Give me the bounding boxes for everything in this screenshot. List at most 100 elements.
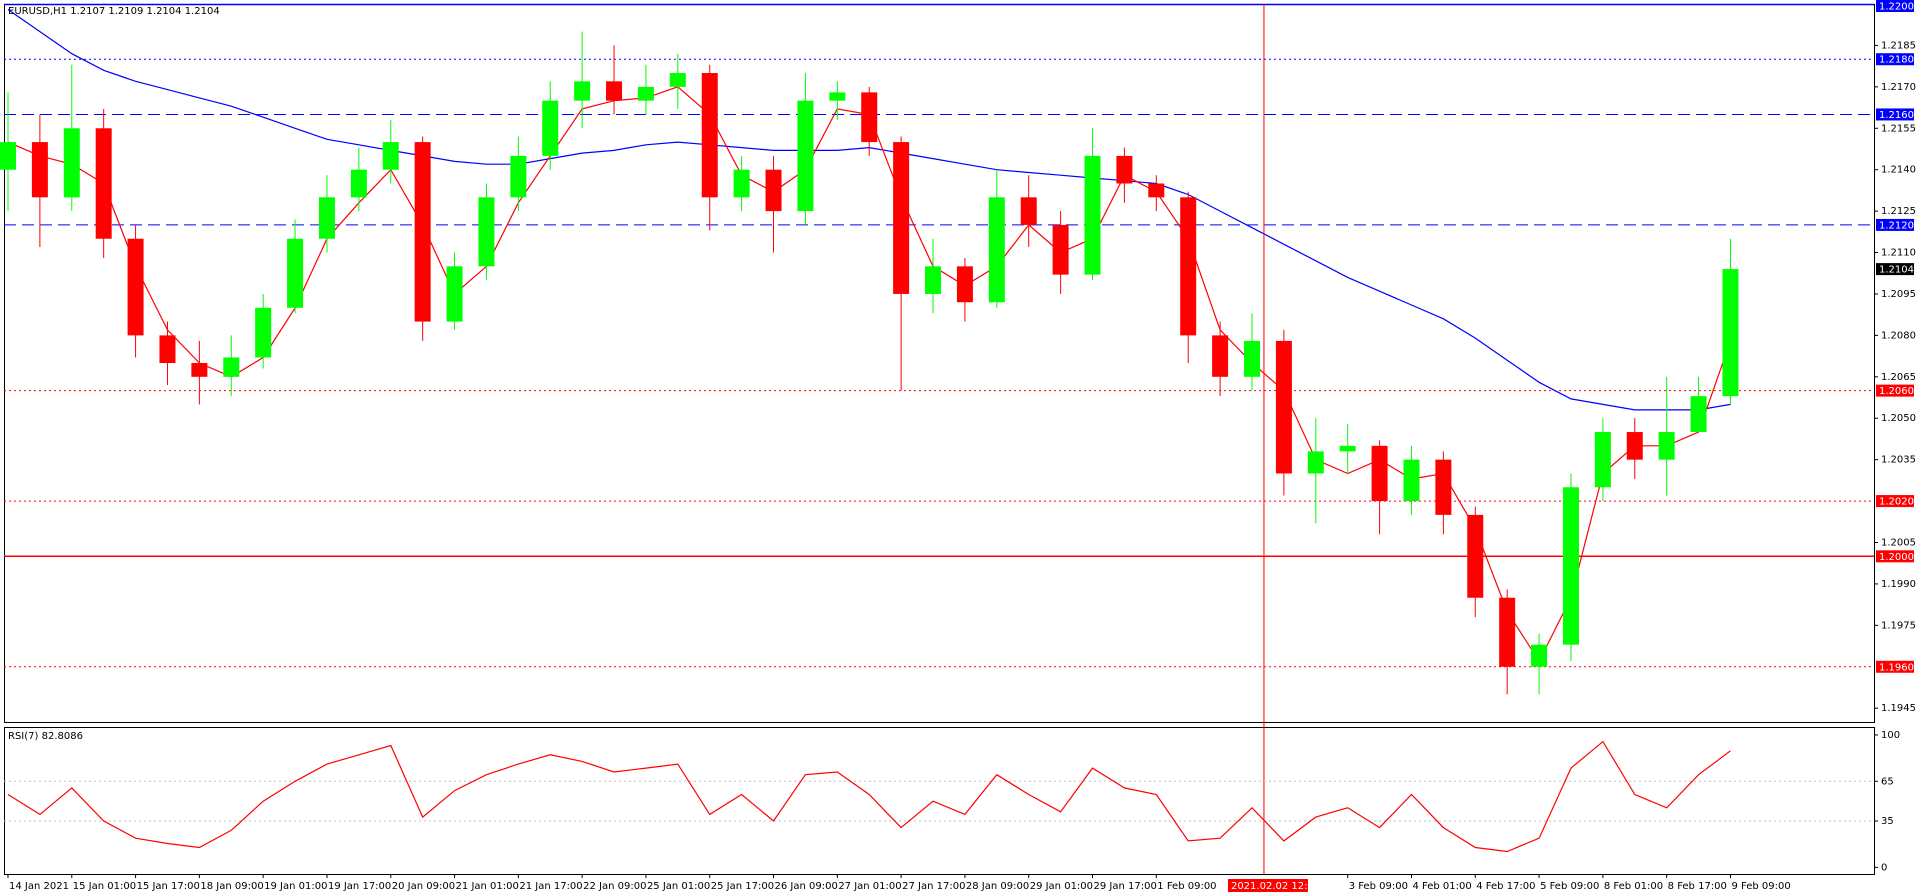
candle-body (1180, 197, 1197, 336)
candle-body (287, 238, 304, 308)
x-tick-label: 3 Feb 09:00 (1349, 881, 1408, 892)
x-tick-label: 18 Jan 09:00 (200, 881, 263, 892)
level-label: 1.2160 (1879, 110, 1914, 121)
x-tick-label: 29 Jan 17:00 (1094, 881, 1157, 892)
x-tick-label: 21 Jan 17:00 (519, 881, 582, 892)
y-tick-label: 1.2185 (1881, 40, 1916, 51)
candle-body (542, 100, 559, 156)
y-tick-label: 1.2170 (1881, 82, 1916, 93)
candle-body (255, 307, 272, 358)
x-tick-label: 25 Jan 17:00 (711, 881, 774, 892)
crosshair-label: 2021.02.02 12:00 (1231, 881, 1320, 892)
y-tick-label: 1.2155 (1881, 123, 1916, 134)
candle-body (350, 169, 367, 198)
candle-body (446, 266, 463, 322)
candle-body (1594, 432, 1611, 488)
level-label-box (1876, 108, 1914, 121)
candle-body (510, 155, 527, 198)
candle-body (1371, 445, 1388, 502)
candle-body (988, 197, 1005, 303)
candle-body (414, 142, 431, 322)
candle-body (31, 142, 48, 198)
candle-body (318, 197, 335, 239)
x-tick-label: 14 Jan 2021 (9, 881, 69, 892)
candle-body (1658, 432, 1675, 460)
candle-body (606, 81, 623, 101)
candle-body (478, 197, 495, 267)
candle-body (1307, 451, 1324, 474)
y-tick-label: 1.2005 (1881, 538, 1916, 549)
y-tick-label: 35 (1881, 816, 1894, 827)
candle-body (1243, 340, 1260, 377)
candle-body (669, 73, 686, 87)
level-label-box (1876, 550, 1914, 563)
candle-body (127, 238, 144, 336)
level-label: 1.2000 (1879, 552, 1914, 563)
level-label-box (1876, 0, 1914, 12)
level-label: 1.2020 (1879, 497, 1914, 508)
y-tick-label: 65 (1881, 776, 1894, 787)
candle-body (95, 128, 112, 239)
candle-body (159, 335, 176, 363)
level-label-box (1876, 495, 1914, 508)
x-tick-label: 22 Jan 09:00 (583, 881, 646, 892)
y-tick-label: 1.2140 (1881, 165, 1916, 176)
level-label-box (1876, 384, 1914, 397)
candle-body (797, 100, 814, 212)
level-label: 1.2200 (1879, 2, 1914, 13)
x-tick-label: 19 Jan 17:00 (328, 881, 391, 892)
candle-body (1531, 644, 1548, 667)
x-tick-label: 8 Feb 01:00 (1604, 881, 1663, 892)
y-tick-label: 0 (1881, 862, 1887, 873)
x-tick-label: 27 Jan 17:00 (902, 881, 965, 892)
candle-body (1562, 487, 1579, 645)
y-tick-label: 1.2125 (1881, 206, 1916, 217)
candle-body (223, 357, 240, 377)
x-tick-label: 19 Jan 01:00 (264, 881, 327, 892)
candle-body (1212, 335, 1229, 377)
x-tick-label: 4 Feb 01:00 (1412, 881, 1471, 892)
candle-body (0, 142, 16, 170)
candle-body (1084, 155, 1101, 275)
candle-body (1052, 224, 1069, 275)
current-price-label: 1.2104 (1879, 265, 1914, 276)
x-tick-label: 15 Jan 01:00 (73, 881, 136, 892)
y-tick-label: 1.2080 (1881, 330, 1916, 341)
rsi-line (7, 740, 1731, 853)
level-label: 1.1960 (1879, 662, 1914, 673)
rsi-title: RSI(7) 82.8086 (8, 731, 83, 742)
candle-body (1467, 514, 1484, 598)
candle-body (382, 142, 399, 170)
candle-body (1626, 432, 1643, 460)
candle-body (829, 92, 846, 101)
candle-body (1690, 396, 1707, 433)
x-tick-label: 28 Jan 09:00 (966, 881, 1029, 892)
x-tick-label: 26 Jan 09:00 (775, 881, 838, 892)
current-price-box (1876, 263, 1914, 276)
y-tick-label: 1.1975 (1881, 620, 1916, 631)
y-tick-label: 1.2035 (1881, 455, 1916, 466)
y-tick-label: 1.1945 (1881, 703, 1916, 714)
candle-body (893, 142, 910, 294)
candle-body (765, 169, 782, 212)
candle-body (63, 128, 80, 198)
candle-body (701, 73, 718, 198)
level-label-box (1876, 218, 1914, 231)
candle-body (1339, 445, 1356, 452)
y-tick-label: 100 (1881, 730, 1900, 741)
y-tick-label: 1.2095 (1881, 289, 1916, 300)
level-label: 1.2180 (1879, 55, 1914, 66)
candle-body (956, 266, 973, 303)
candle-body (191, 363, 208, 377)
candle-body (1722, 269, 1739, 397)
level-label: 1.2060 (1879, 386, 1914, 397)
candle-body (1275, 340, 1292, 474)
x-tick-label: 15 Jan 17:00 (137, 881, 200, 892)
x-tick-label: 20 Jan 09:00 (392, 881, 455, 892)
x-tick-label: 1 Feb 09:00 (1157, 881, 1216, 892)
candle-body (1435, 459, 1452, 515)
x-tick-label: 25 Jan 01:00 (647, 881, 710, 892)
crosshair-label-box (1227, 879, 1308, 892)
